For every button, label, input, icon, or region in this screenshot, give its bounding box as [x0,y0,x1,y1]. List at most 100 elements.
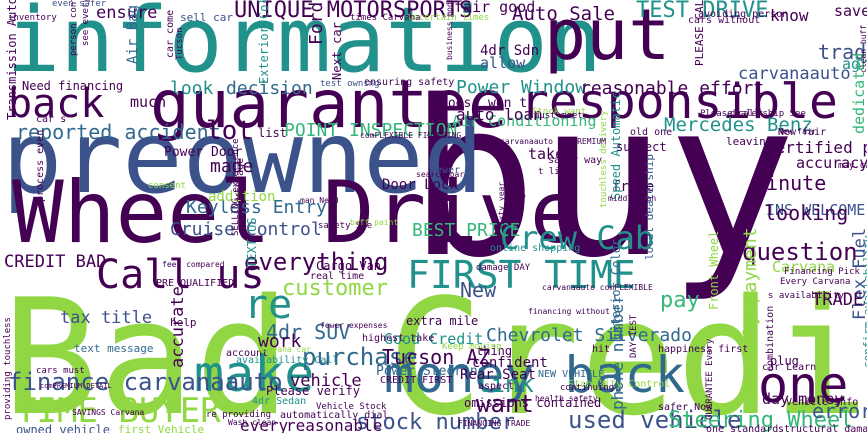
cloud-word: customer [282,276,388,301]
cloud-word: may call [838,161,867,171]
cloud-word: GUARANTEE Every [705,338,715,420]
cloud-word: Newer [430,165,461,176]
cloud-word: test owning [320,79,380,89]
cloud-word: damage DAY [476,263,531,273]
cloud-word: every [240,416,289,433]
cloud-word: carvanaauto [738,64,851,84]
cloud-word: NEW VEHICLE [538,369,605,380]
cloud-word: carvanaauto comFLEXIBLE [542,283,653,292]
cloud-word: s availability [768,291,844,301]
cloud-word: Steering Wheel [668,408,854,433]
cloud-word: agree [842,55,867,73]
cloud-word: one standard [706,424,779,433]
cloud-word: real time [310,271,365,282]
cloud-word: providing touchless [3,317,13,420]
cloud-word: lot [206,116,253,146]
cloud-word: automatically dial [280,410,389,421]
cloud-word: consent [148,181,186,191]
cloud-word: Please call [700,109,760,119]
cloud-word: accuracy [796,154,867,172]
cloud-word: omissions contained [464,396,602,410]
cloud-word: auto loan [456,105,543,124]
cloud-word: local dealership [643,154,656,260]
cloud-word: preowned [2,99,484,216]
cloud-word: Power Door [164,145,243,160]
cloud-word: t list [538,167,571,177]
cloud-word: money back [384,346,686,404]
cloud-word: inventory [8,13,57,23]
cloud-word: decision [226,78,313,99]
cloud-word: Need financing [22,79,124,93]
cloud-word: Door Lock [382,177,458,193]
cloud-word: sell car [180,11,233,24]
cloud-word: Sixty year [497,181,506,230]
cloud-word: CREDIT BAD [4,252,107,272]
cloud-word: 4dr Sedan [252,396,307,407]
cloud-word: take [528,145,565,163]
cloud-word: won t [488,96,528,111]
cloud-word: comPREMIUM DETAIL [40,382,112,390]
cloud-word: Chevrolet Silverado [486,325,692,346]
cloud-word: happiness first [658,344,749,355]
cloud-word: looking [764,201,849,225]
cloud-word: DAY TEST [629,314,639,358]
cloud-word: online shopping [490,243,581,254]
cloud-word: Wash clean [228,418,277,427]
cloud-word: buff paint [350,218,399,227]
cloud-word: save [834,2,867,20]
cloud-word: CREDIT FIRST [380,375,453,386]
cloud-word: carvanaauto comPREMIUM [500,137,606,146]
cloud-word: re providing [206,410,272,420]
cloud-word: Keyless Entry [186,197,327,218]
cloud-word: old one [630,127,673,138]
cloud-word: finance carvanaauto [8,368,283,396]
cloud-word: health safety [535,394,598,403]
cloud-word: know [770,6,809,25]
cloud-word: fees compared [162,260,225,269]
cloud-word: car Learn [762,362,817,373]
cloud-word: buy [408,54,797,305]
cloud-word: fewer expenses [320,321,388,330]
cloud-word: pay [660,288,700,313]
cloud-word: look [170,78,214,99]
cloud-word: middle man [608,194,657,203]
cloud-word: Good Credit [384,330,484,348]
cloud-word: even safer [52,0,107,9]
cloud-word: guarantee [150,66,508,143]
cloud-word: highest take [362,333,435,344]
cloud-word: Next car [330,22,344,80]
cloud-word: link [476,370,534,398]
cloud-word: made [210,156,254,177]
cloud-word: business model [445,0,454,60]
cloud-word: much [130,93,167,111]
cloud-word: times Carvana [350,13,421,23]
cloud-word: account [226,348,269,359]
cloud-word: SAVINGS Carvana [72,408,145,417]
cloud-word: make [194,345,315,403]
cloud-word: Wheel Drive [12,163,582,263]
cloud-word: see everything [81,0,91,46]
cloud-word: Ford F [306,0,327,45]
cloud-word: question [742,238,858,266]
cloud-word: Financing Pick [784,267,860,277]
cloud-word: comFLEXIBLE FINANCING [360,131,462,140]
cloud-word: Tucson AZ [382,345,491,369]
cloud-word: plug [770,354,799,368]
cloud-word: 4dr Sdn [480,43,540,59]
cloud-word: information [6,0,603,93]
cloud-word: addition [208,189,276,205]
cloud-word: BEST PRICE [412,220,521,241]
cloud-word: fair good [454,0,536,16]
cloud-word: Crew Cab [500,219,655,257]
cloud-word: responsible [520,74,838,130]
cloud-word: 4dr SUV [266,320,351,344]
cloud-word: man Need [300,196,339,205]
cloud-word: text message [74,342,154,355]
cloud-word: frame [612,179,655,195]
cloud-word: INS WELCOME [766,201,866,219]
cloud-word: Certified pre [766,138,867,157]
cloud-word: Mileage [235,157,246,200]
cloud-word: Air Conditioning [452,112,597,130]
cloud-word: thing [476,344,513,358]
cloud-word: list [258,126,287,140]
